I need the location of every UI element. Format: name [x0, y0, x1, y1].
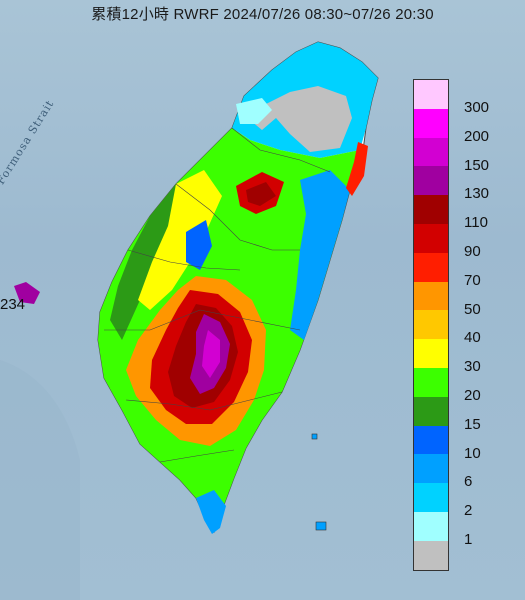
legend-label: 20	[464, 387, 481, 404]
legend-swatch	[414, 396, 448, 426]
legend-swatch	[414, 339, 448, 368]
legend-swatch	[414, 483, 448, 512]
legend-frame	[413, 79, 449, 571]
county-borders	[104, 127, 331, 463]
legend-swatch	[414, 540, 448, 570]
legend-swatch	[414, 454, 448, 484]
rain-red-eastcoast	[346, 142, 368, 196]
legend-label: 30	[464, 358, 481, 376]
legend-label: 300	[464, 99, 490, 116]
greenisland	[311, 433, 318, 440]
legend-swatch	[414, 166, 448, 196]
legend-swatch	[414, 137, 448, 167]
legend-label: 150	[464, 156, 490, 174]
legend-label: 90	[464, 243, 481, 260]
legend-swatch	[414, 80, 448, 109]
sea-shading	[0, 360, 80, 600]
map-title: 累積12小時 RWRF 2024/07/26 08:30~07/26 20:30	[91, 6, 434, 23]
penghu-rain-patch	[14, 282, 40, 304]
rain-north-cyan	[236, 98, 272, 124]
offshore-value-label: 234	[0, 296, 26, 313]
rain-blue-center	[186, 220, 212, 270]
legend-label: 10	[464, 444, 481, 462]
legend-label: 70	[464, 271, 481, 289]
legend-swatch	[414, 368, 448, 397]
legend-label: 40	[464, 329, 481, 347]
legend-label: 110	[464, 214, 488, 232]
legend-swatch	[414, 224, 448, 253]
legend-swatch	[414, 195, 448, 224]
legend-label: 1	[464, 531, 473, 548]
rain-blue-east	[290, 170, 350, 340]
legend-swatch	[414, 281, 448, 311]
legend-label: 50	[464, 300, 481, 318]
legend-swatch	[414, 108, 448, 138]
legend-label: 15	[464, 415, 481, 433]
legend-label: 2	[464, 502, 473, 520]
rain-yellow-west	[138, 170, 222, 310]
legend-label: 130	[464, 185, 490, 203]
rain-north-grey	[250, 86, 352, 152]
legend-label: 200	[464, 127, 490, 145]
lanyu-island	[315, 521, 327, 531]
rain-darkred-north	[246, 182, 276, 206]
legend-label: 6	[464, 473, 473, 491]
rain-blue-south	[196, 490, 226, 534]
legend-swatch	[414, 425, 448, 455]
legend-swatch	[414, 512, 448, 541]
legend-swatch	[414, 310, 448, 340]
rain-magenta-core	[202, 330, 220, 378]
legend-swatch	[414, 252, 448, 282]
